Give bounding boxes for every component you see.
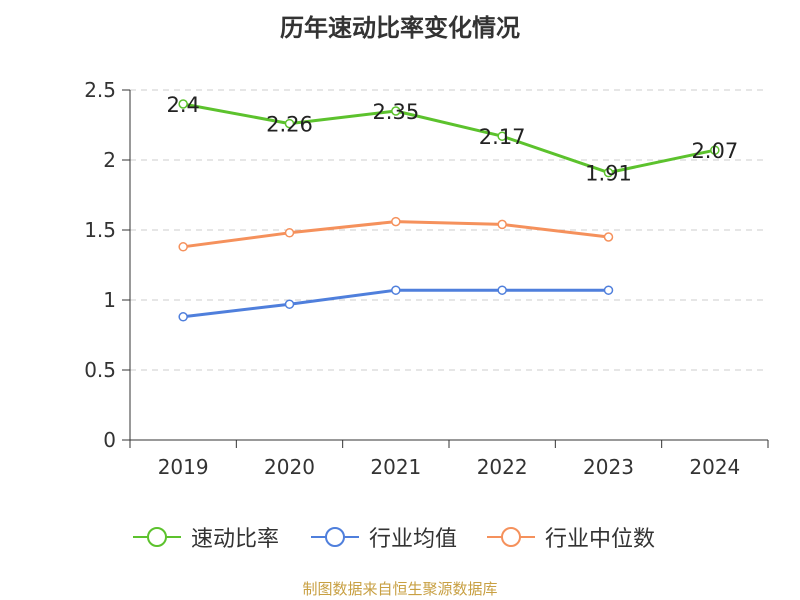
data-point xyxy=(284,228,295,238)
y-tick-label: 2 xyxy=(103,148,116,172)
series-line xyxy=(182,102,716,175)
data-label: 2.4 xyxy=(166,93,199,117)
data-point xyxy=(284,299,295,309)
x-tick-label: 2023 xyxy=(583,455,634,479)
x-tick-label: 2019 xyxy=(158,455,209,479)
legend-item-industry-average[interactable]: 行业均值 xyxy=(311,522,457,552)
data-point xyxy=(603,167,614,178)
data-point xyxy=(391,106,401,116)
legend-quick-ratio-icon xyxy=(133,527,181,547)
data-point xyxy=(603,232,614,242)
data-point xyxy=(178,312,188,322)
y-tick-label: 1.5 xyxy=(84,218,116,242)
data-label: 2.17 xyxy=(479,125,526,149)
data-point xyxy=(391,285,401,295)
legend-industry-average-icon xyxy=(311,527,359,547)
x-tick-label: 2022 xyxy=(477,455,528,479)
y-tick-label: 0.5 xyxy=(84,358,116,382)
data-label: 2.35 xyxy=(372,100,419,124)
y-tick-label: 0 xyxy=(103,428,116,452)
legend-industry-median-icon xyxy=(487,527,535,547)
data-point xyxy=(178,99,188,109)
x-tick-label: 2021 xyxy=(370,455,421,479)
legend-label-industry-median: 行业中位数 xyxy=(545,527,656,552)
data-point xyxy=(603,285,614,295)
data-label: 1.91 xyxy=(585,162,632,186)
data-point xyxy=(391,216,401,227)
legend-item-industry-median[interactable]: 行业中位数 xyxy=(487,522,655,552)
data-label: 2.26 xyxy=(266,113,313,137)
y-tick-label: 1 xyxy=(103,288,116,312)
data-point xyxy=(497,285,507,295)
data-point xyxy=(284,118,295,129)
data-source-note: 制图数据来自恒生聚源数据库 xyxy=(302,580,498,598)
data-point xyxy=(710,145,720,155)
x-tick-label: 2020 xyxy=(264,455,315,479)
legend-label-quick-ratio: 速动比率 xyxy=(191,527,280,552)
legend-label-industry-average: 行业均值 xyxy=(369,527,458,552)
data-point xyxy=(497,219,507,230)
y-tick-label: 2.5 xyxy=(84,78,116,102)
x-tick-label: 2024 xyxy=(689,455,740,479)
data-label: 2.07 xyxy=(691,139,738,163)
legend-item-quick-ratio[interactable]: 速动比率 xyxy=(133,522,279,552)
chart-title: 历年速动比率变化情况 xyxy=(280,14,520,42)
data-point xyxy=(178,242,188,252)
data-point xyxy=(497,131,507,141)
